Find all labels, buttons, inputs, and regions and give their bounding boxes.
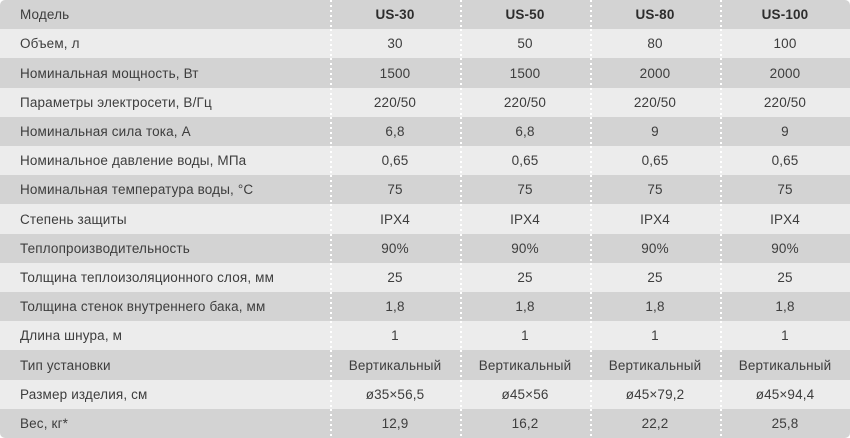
table-row: Степень защиты IPX4 IPX4 IPX4 IPX4 [0,204,850,234]
table-row: Номинальная сила тока, А 6,8 6,8 9 9 [0,116,850,147]
value-cell: 0,65 [590,146,720,176]
value-cell: IPX4 [720,204,850,234]
table-row: Тип установки Вертикальный Вертикальный Вер… [0,350,850,380]
value-cell: 220/50 [330,87,460,117]
value-cell: ø45×94,4 [720,379,850,409]
row-label: Толщина стенок внутреннего бака, мм [20,299,266,315]
value-cell: 90% [330,233,460,263]
value-cell: 75 [590,175,720,205]
row-label: Длина шнура, м [20,328,123,344]
row-label: Параметры электросети, В/Гц [20,94,212,110]
value-cell: 0,65 [720,146,850,176]
row-label: Номинальная температура воды, °С [20,182,254,198]
value-cell: 25 [720,262,850,293]
value-cell: 16,2 [460,408,590,438]
header-row: Модель US-30 US-50 US-80 US-100 [0,0,850,30]
value-cell: 220/50 [720,87,850,117]
row-label: Степень защиты [20,211,127,227]
row-label: Размер изделия, см [20,386,148,402]
value-cell: 220/50 [460,87,590,117]
value-cell: 1 [330,321,460,351]
table-row: Размер изделия, см ø35×56,5 ø45×56 ø45×79,2… [0,379,850,409]
value-cell: 2000 [590,58,720,88]
value-cell: 90% [590,233,720,263]
row-label: Номинальное давление воды, МПа [20,153,247,169]
value-cell: 6,8 [330,116,460,147]
model-name: US-100 [720,0,850,30]
value-cell: Вертикальный [460,350,590,380]
row-label: Номинальная мощность, Вт [20,65,199,81]
value-cell: 75 [330,175,460,205]
value-cell: 75 [720,175,850,205]
value-cell: 1500 [460,58,590,88]
value-cell: 1 [720,321,850,351]
table-row: Вес, кг* 12,9 16,2 22,2 25,8 [0,408,850,438]
value-cell: 1,8 [330,292,460,322]
table-row: Номинальная мощность, Вт 1500 1500 2000 2000 [0,58,850,88]
value-cell: 1 [590,321,720,351]
table-row: Объем, л 30 50 80 100 [0,29,850,59]
value-cell: 1,8 [720,292,850,322]
value-cell: 9 [590,116,720,147]
header-row-label: Модель [20,7,70,23]
model-name: US-50 [460,0,590,30]
value-cell: IPX4 [460,204,590,234]
row-label: Номинальная сила тока, А [20,123,191,139]
value-cell: 75 [460,175,590,205]
value-cell: 0,65 [330,146,460,176]
value-cell: 1 [460,321,590,351]
row-label: Толщина теплоизоляционного слоя, мм [20,269,275,285]
value-cell: IPX4 [330,204,460,234]
row-label: Объем, л [20,36,80,52]
value-cell: 9 [720,116,850,147]
value-cell: 0,65 [460,146,590,176]
value-cell: Вертикальный [720,350,850,380]
value-cell: 2000 [720,58,850,88]
value-cell: 90% [720,233,850,263]
value-cell: 1,8 [590,292,720,322]
value-cell: Вертикальный [590,350,720,380]
value-cell: 25 [590,262,720,293]
value-cell: 50 [460,29,590,59]
value-cell: ø45×79,2 [590,379,720,409]
table-row: Номинальное давление воды, МПа 0,65 0,65 0,… [0,146,850,176]
table-row: Толщина стенок внутреннего бака, мм 1,8 1,… [0,292,850,322]
model-name: US-30 [330,0,460,30]
value-cell: 220/50 [590,87,720,117]
value-cell: 80 [590,29,720,59]
value-cell: ø45×56 [460,379,590,409]
value-cell: 12,9 [330,408,460,438]
table-row: Теплопроизводительность 90% 90% 90% 90% [0,233,850,263]
value-cell: 90% [460,233,590,263]
value-cell: 25 [330,262,460,293]
table-row: Номинальная температура воды, °С 75 75 75 75 [0,175,850,205]
value-cell: 22,2 [590,408,720,438]
value-cell: 25 [460,262,590,293]
value-cell: ø35×56,5 [330,379,460,409]
table-row: Толщина теплоизоляционного слоя, мм 25 25 2… [0,262,850,293]
value-cell: 100 [720,29,850,59]
row-label: Вес, кг* [20,415,69,431]
value-cell: IPX4 [590,204,720,234]
row-label: Теплопроизводительность [20,240,190,256]
value-cell: 1500 [330,58,460,88]
value-cell: 25,8 [720,408,850,438]
value-cell: Вертикальный [330,350,460,380]
row-label: Тип установки [20,357,111,373]
value-cell: 30 [330,29,460,59]
value-cell: 1,8 [460,292,590,322]
value-cell: 6,8 [460,116,590,147]
table-row: Параметры электросети, В/Гц 220/50 220/50 2… [0,87,850,117]
model-name: US-80 [590,0,720,30]
